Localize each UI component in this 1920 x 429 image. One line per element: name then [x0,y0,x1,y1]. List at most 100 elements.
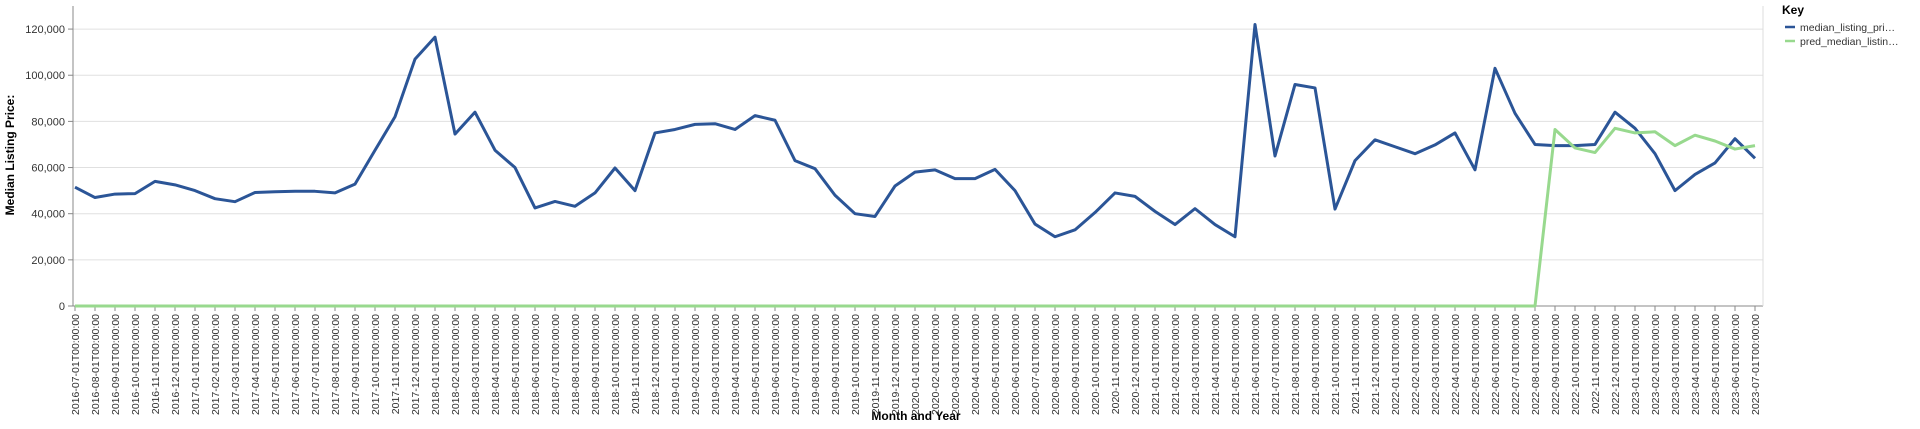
x-tick-label: 2018-03-01T00:00:00 [470,314,482,415]
x-tick-label: 2019-09-01T00:00:00 [830,314,842,415]
y-tick-label: 100,000 [25,70,65,82]
x-tick-label: 2017-06-01T00:00:00 [290,314,302,415]
x-tick-label: 2021-09-01T00:00:00 [1310,314,1322,415]
x-tick-label: 2020-10-01T00:00:00 [1090,314,1102,415]
line-series [74,22,1757,239]
x-tick-label: 2017-05-01T00:00:00 [270,314,282,415]
x-tick-label: 2020-07-01T00:00:00 [1030,314,1042,415]
x-axis-title: Month and Year [871,409,960,423]
x-tick-label: 2018-07-01T00:00:00 [550,314,562,415]
x-tick-label: 2017-08-01T00:00:00 [330,314,342,415]
y-tick-label: 40,000 [31,209,65,221]
x-tick-label: 2023-07-01T00:00:00 [1750,314,1762,415]
y-tick-label: 60,000 [31,163,65,175]
x-tick-label: 2016-12-01T00:00:00 [170,314,182,415]
x-tick-label: 2019-11-01T00:00:00 [870,314,882,414]
y-tick-label: 0 [59,301,65,313]
x-tick-label: 2023-06-01T00:00:00 [1730,314,1742,415]
x-tick-label: 2021-06-01T00:00:00 [1250,314,1262,415]
x-tick-label: 2019-12-01T00:00:00 [890,314,902,415]
x-tick-label: 2017-03-01T00:00:00 [230,314,242,415]
x-tick-label: 2021-01-01T00:00:00 [1150,314,1162,415]
x-tick-label: 2021-03-01T00:00:00 [1190,314,1202,415]
x-tick-label: 2021-05-01T00:00:00 [1230,314,1242,415]
x-tick-label: 2023-01-01T00:00:00 [1630,314,1642,415]
line-series [75,126,1756,308]
x-tick-label: 2023-05-01T00:00:00 [1710,314,1722,415]
x-tick-label: 2020-06-01T00:00:00 [1010,314,1022,415]
legend-label: pred_median_listin… [1800,36,1899,48]
x-tick-label: 2017-04-01T00:00:00 [250,314,262,415]
x-tick-label: 2019-03-01T00:00:00 [710,314,722,415]
x-tick-label: 2020-08-01T00:00:00 [1050,314,1062,415]
legend-label: median_listing_pri… [1800,22,1895,34]
x-tick-label: 2019-01-01T00:00:00 [670,314,682,415]
x-tick-label: 2019-10-01T00:00:00 [850,314,862,415]
x-tick-label: 2016-09-01T00:00:00 [110,314,122,415]
x-tick-label: 2021-02-01T00:00:00 [1170,314,1182,415]
x-tick-label: 2020-09-01T00:00:00 [1070,314,1082,415]
x-tick-label: 2020-12-01T00:00:00 [1130,314,1142,415]
y-tick-label: 80,000 [31,116,65,128]
y-axis-title: Median Listing Price: [3,95,17,216]
x-tick-label: 2016-10-01T00:00:00 [130,314,142,415]
x-tick-label: 2022-04-01T00:00:00 [1450,314,1462,415]
x-tick-label: 2021-10-01T00:00:00 [1330,314,1342,415]
x-tick-label: 2020-02-01T00:00:00 [930,314,942,415]
y-tick-label: 20,000 [31,255,65,267]
x-tick-label: 2022-12-01T00:00:00 [1610,314,1622,415]
x-tick-label: 2020-05-01T00:00:00 [990,314,1002,415]
x-tick-label: 2022-03-01T00:00:00 [1430,314,1442,415]
x-tick-label: 2017-07-01T00:00:00 [310,314,322,415]
x-tick-label: 2020-03-01T00:00:00 [950,314,962,415]
x-tick-label: 2018-04-01T00:00:00 [490,314,502,415]
x-tick-label: 2019-07-01T00:00:00 [790,314,802,415]
x-tick-label: 2017-12-01T00:00:00 [410,314,422,415]
x-tick-label: 2022-05-01T00:00:00 [1470,314,1482,415]
x-tick-label: 2020-11-01T00:00:00 [1110,314,1122,414]
x-tick-label: 2022-09-01T00:00:00 [1550,314,1562,415]
x-tick-label: 2023-03-01T00:00:00 [1670,314,1682,415]
x-tick-label: 2021-07-01T00:00:00 [1270,314,1282,415]
x-tick-label: 2018-08-01T00:00:00 [570,314,582,415]
x-tick-label: 2021-08-01T00:00:00 [1290,314,1302,415]
x-tick-label: 2018-10-01T00:00:00 [610,314,622,415]
x-tick-label: 2018-01-01T00:00:00 [430,314,442,415]
x-tick-label: 2016-08-01T00:00:00 [90,314,102,415]
legend-title: Key [1782,3,1804,17]
x-tick-label: 2016-07-01T00:00:00 [70,314,82,415]
x-tick-label: 2023-02-01T00:00:00 [1650,314,1662,415]
x-tick-label: 2020-01-01T00:00:00 [910,314,922,415]
x-tick-label: 2022-10-01T00:00:00 [1570,314,1582,415]
x-tick-label: 2022-01-01T00:00:00 [1390,314,1402,415]
x-tick-label: 2018-06-01T00:00:00 [530,314,542,415]
x-tick-label: 2021-12-01T00:00:00 [1370,314,1382,415]
x-tick-label: 2022-11-01T00:00:00 [1590,314,1602,414]
x-tick-label: 2020-04-01T00:00:00 [970,314,982,415]
x-tick-label: 2021-04-01T00:00:00 [1210,314,1222,415]
x-tick-label: 2018-09-01T00:00:00 [590,314,602,415]
x-tick-label: 2019-04-01T00:00:00 [730,314,742,415]
x-tick-label: 2022-08-01T00:00:00 [1530,314,1542,415]
x-tick-label: 2017-01-01T00:00:00 [190,314,202,415]
x-tick-label: 2017-10-01T00:00:00 [370,314,382,415]
x-tick-label: 2019-08-01T00:00:00 [810,314,822,415]
x-tick-label: 2017-02-01T00:00:00 [210,314,222,415]
x-tick-label: 2018-11-01T00:00:00 [630,314,642,414]
x-tick-label: 2019-06-01T00:00:00 [770,314,782,415]
x-tick-label: 2022-02-01T00:00:00 [1410,314,1422,415]
x-tick-label: 2017-11-01T00:00:00 [390,314,402,414]
x-tick-label: 2022-06-01T00:00:00 [1490,314,1502,415]
y-tick-label: 120,000 [25,24,65,36]
x-tick-label: 2018-12-01T00:00:00 [650,314,662,415]
x-tick-label: 2019-05-01T00:00:00 [750,314,762,415]
x-tick-label: 2017-09-01T00:00:00 [350,314,362,415]
x-tick-label: 2016-11-01T00:00:00 [150,314,162,414]
x-tick-label: 2023-04-01T00:00:00 [1690,314,1702,415]
x-tick-label: 2018-05-01T00:00:00 [510,314,522,415]
x-tick-label: 2022-07-01T00:00:00 [1510,314,1522,415]
x-tick-label: 2021-11-01T00:00:00 [1350,314,1362,414]
x-tick-label: 2018-02-01T00:00:00 [450,314,462,415]
x-tick-label: 2019-02-01T00:00:00 [690,314,702,415]
